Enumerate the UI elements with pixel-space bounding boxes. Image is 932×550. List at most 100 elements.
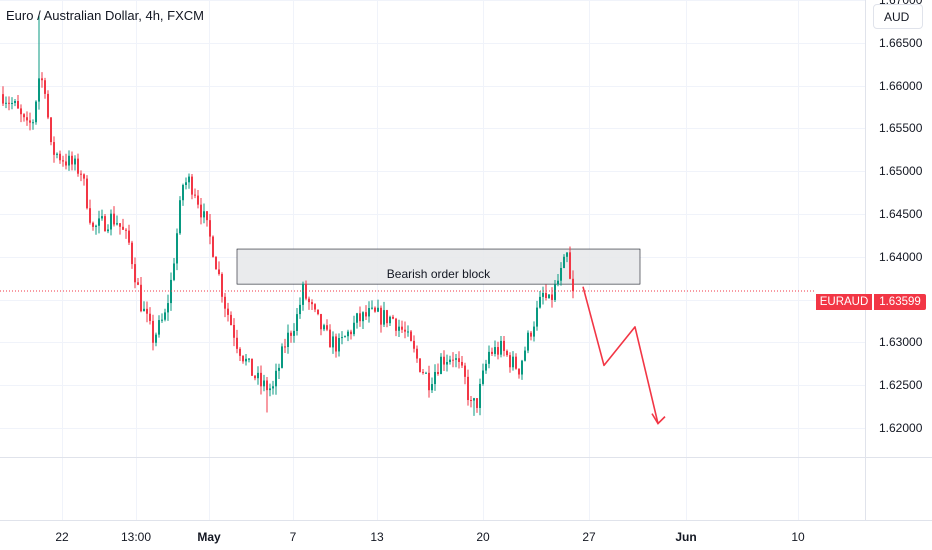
candle-bullish: [95, 225, 97, 227]
price-axis-label: 1.64000: [879, 249, 923, 264]
time-axis-label: 22: [55, 530, 69, 544]
candle-bearish: [545, 292, 547, 299]
candle-bullish: [68, 155, 70, 166]
candle-bullish: [434, 371, 436, 385]
candle-bearish: [236, 337, 238, 349]
candle-bullish: [446, 362, 448, 365]
candle-bullish: [173, 263, 175, 280]
candle-bullish: [563, 256, 565, 268]
candle-bearish: [122, 226, 124, 230]
time-axis-label: 27: [582, 530, 596, 544]
candle-bearish: [320, 314, 322, 330]
price-axis-label: 1.66500: [879, 35, 923, 50]
candle-bullish: [272, 386, 274, 389]
candle-bearish: [8, 102, 10, 104]
candle-bullish: [500, 340, 502, 355]
candle-bearish: [350, 331, 352, 335]
candle-bullish: [296, 314, 298, 331]
candle-bullish: [566, 252, 568, 257]
candle-bullish: [293, 330, 295, 336]
candle-bearish: [221, 274, 223, 297]
candle-bullish: [494, 347, 496, 354]
candle-bearish: [374, 307, 376, 312]
candle-bullish: [203, 211, 205, 218]
candle-bullish: [398, 326, 400, 331]
candle-bullish: [323, 325, 325, 330]
candle-bearish: [227, 308, 229, 315]
candle-bearish: [419, 358, 421, 372]
candle-bullish: [182, 185, 184, 201]
candle-bearish: [131, 242, 133, 265]
candle-bearish: [194, 194, 196, 196]
candle-bullish: [161, 319, 163, 321]
candle-bearish: [452, 359, 454, 361]
candle-bearish: [395, 318, 397, 331]
candle-bearish: [386, 310, 388, 324]
candle-bearish: [422, 371, 424, 373]
candle-bearish: [392, 316, 394, 319]
candle-bullish: [275, 370, 277, 387]
candle-bearish: [149, 313, 151, 321]
candle-bearish: [416, 348, 418, 359]
candle-bullish: [548, 294, 550, 299]
candle-bullish: [407, 331, 409, 333]
candle-bearish: [23, 114, 25, 118]
candle-bullish: [383, 310, 385, 325]
candle-bearish: [551, 294, 553, 300]
candle-bullish: [479, 383, 481, 408]
candle-bearish: [50, 117, 52, 143]
order-block-label: Bearish order block: [386, 267, 491, 281]
projection-arrowhead: [651, 413, 666, 425]
last-price-badge: 1.63599: [874, 294, 926, 310]
candle-bullish: [377, 307, 379, 312]
candle-bearish: [152, 320, 154, 343]
candle-bearish: [140, 284, 142, 312]
candle-bearish: [59, 153, 61, 161]
candle-bullish: [488, 351, 490, 364]
candle-bearish: [113, 213, 115, 225]
candle-bearish: [137, 282, 139, 285]
candle-bearish: [437, 371, 439, 374]
currency-button[interactable]: AUD: [873, 4, 923, 29]
candle-bearish: [212, 236, 214, 257]
candle-bearish: [329, 329, 331, 348]
candle-bullish: [116, 223, 118, 225]
candle-bearish: [191, 176, 193, 195]
candle-bullish: [560, 267, 562, 281]
candle-bullish: [440, 356, 442, 374]
symbol-title: Euro / Australian Dollar, 4h, FXCM: [6, 8, 204, 23]
candle-bearish: [317, 309, 319, 315]
candle-bullish: [353, 322, 355, 335]
candle-bullish: [56, 153, 58, 155]
price-axis-label: 1.66000: [879, 78, 923, 93]
candle-bullish: [557, 280, 559, 285]
price-axis-label: 1.65000: [879, 164, 923, 179]
candle-bullish: [341, 337, 343, 339]
candle-bearish: [125, 229, 127, 231]
candle-bearish: [92, 222, 94, 227]
candle-bearish: [83, 174, 85, 179]
candle-bullish: [347, 331, 349, 337]
time-axis-label: 13: [370, 530, 384, 544]
candle-bullish: [74, 158, 76, 165]
candle-bullish: [281, 346, 283, 368]
candle-bullish: [155, 334, 157, 343]
candle-bullish: [344, 336, 346, 338]
candle-bullish: [143, 308, 145, 312]
candle-bearish: [146, 308, 148, 314]
candle-bullish: [539, 296, 541, 308]
projection-path: [582, 286, 659, 424]
candle-bullish: [524, 350, 526, 361]
candle-bearish: [77, 158, 79, 174]
candle-bearish: [215, 256, 217, 270]
candle-bullish: [158, 320, 160, 335]
price-axis-label: 1.64500: [879, 206, 923, 221]
candle-bearish: [197, 195, 199, 205]
candle-bearish: [308, 298, 310, 303]
time-axis-label: 7: [289, 530, 297, 544]
candle-bearish: [2, 94, 4, 104]
candle-bullish: [287, 332, 289, 347]
candle-bearish: [29, 120, 31, 123]
price-axis-label: 1.62500: [879, 378, 923, 393]
